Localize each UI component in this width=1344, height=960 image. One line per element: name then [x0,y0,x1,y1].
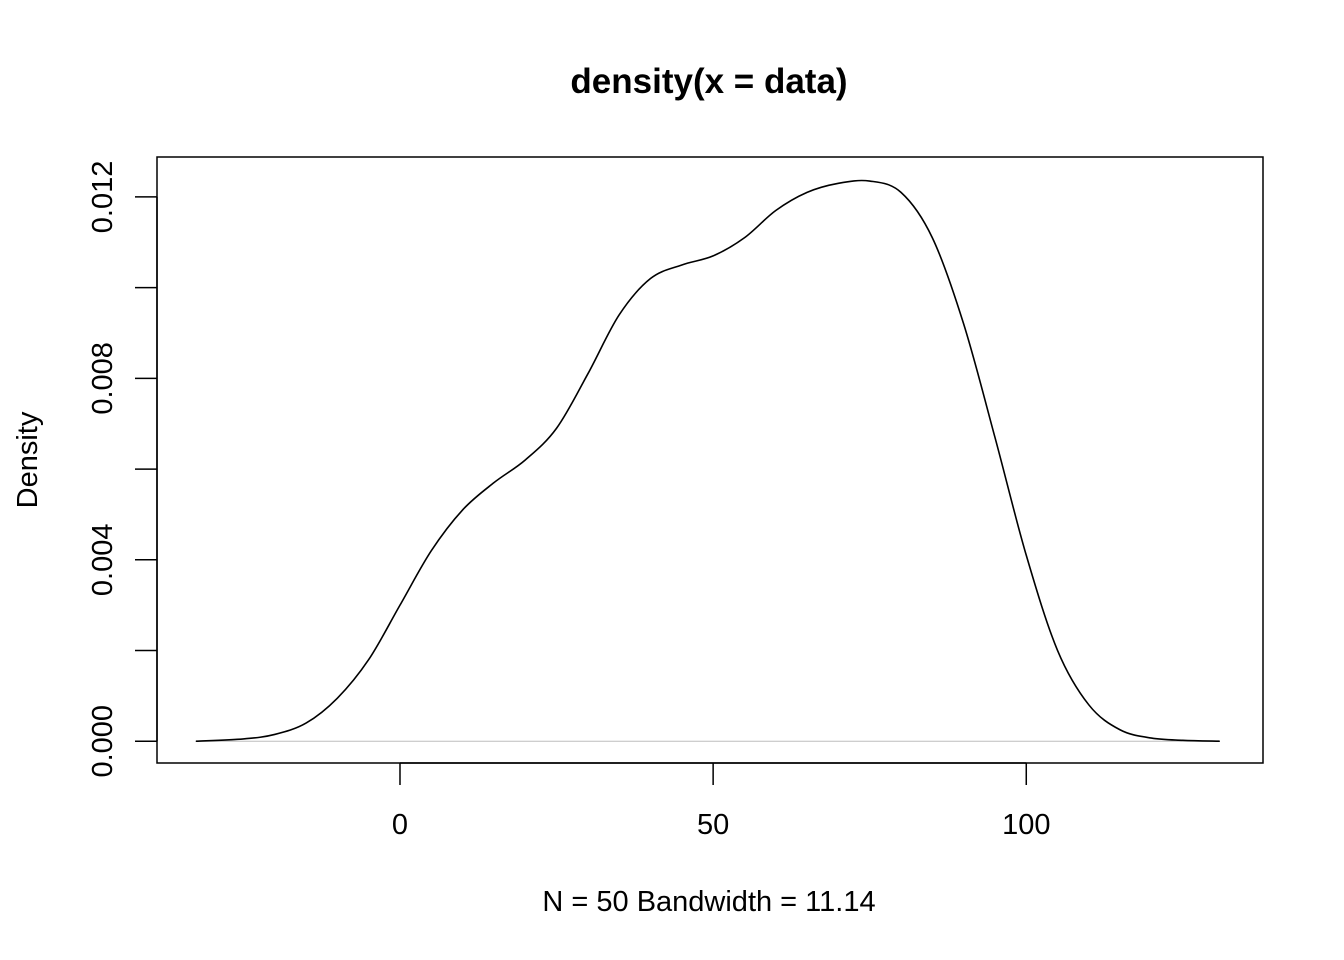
chart-title: density(x = data) [570,62,847,101]
x-axis-label: N = 50 Bandwidth = 11.14 [542,886,875,918]
y-tick-label: 0.012 [87,161,119,234]
x-tick-label: 100 [1002,809,1050,841]
x-tick-label: 0 [392,809,408,841]
y-tick-label: 0.004 [87,524,119,597]
y-tick-label: 0.008 [87,342,119,415]
x-axis: 0 50 100 [392,762,1050,841]
x-tick-label: 50 [697,809,729,841]
y-axis-label: Density [12,411,44,508]
y-tick-label: 0.000 [87,705,119,778]
y-axis: 0.000 0.004 0.008 0.012 [87,161,158,778]
plot-box [156,156,1264,764]
density-line [195,179,1220,743]
